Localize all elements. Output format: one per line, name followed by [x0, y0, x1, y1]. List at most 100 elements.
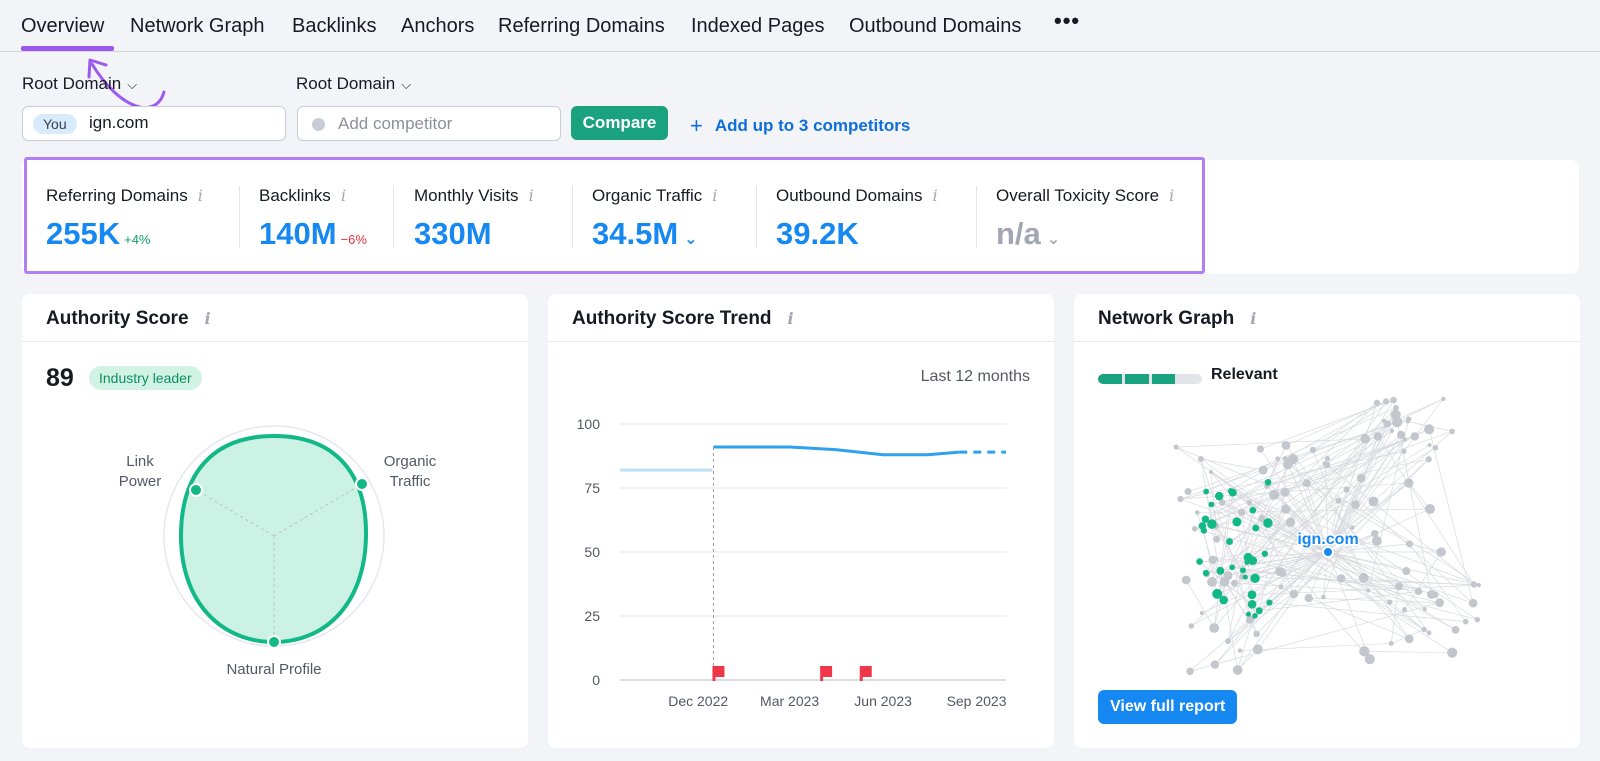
graph-node — [1374, 400, 1380, 406]
axis-label-natural-profile: Natural Profile — [226, 661, 321, 678]
more-tabs-button[interactable]: ••• — [1054, 8, 1080, 34]
authority-trend-card: Authority Score Trend i Last 12 months 0 2… — [548, 294, 1054, 748]
graph-node — [1401, 449, 1406, 454]
graph-node — [1216, 567, 1224, 575]
authority-trend-chart: 0255075100Dec 2022 Mar 2023 Jun 2023 Sep 20… — [548, 394, 1054, 724]
graph-node — [1249, 507, 1256, 514]
graph-node — [1387, 599, 1392, 604]
domain-input[interactable]: You ign.com — [22, 106, 286, 141]
center-node-label: ign.com — [1297, 531, 1358, 548]
graph-node — [1223, 571, 1232, 580]
graph-node — [1248, 590, 1257, 599]
graph-node — [1425, 504, 1435, 514]
graph-node — [1192, 526, 1198, 532]
period-label: Last 12 months — [921, 368, 1030, 386]
graph-node — [1351, 500, 1360, 509]
graph-node — [1305, 594, 1313, 602]
graph-node — [1411, 432, 1419, 440]
network-graph-visual[interactable]: ign.com — [1074, 394, 1580, 694]
relevance-segment — [1125, 374, 1149, 384]
graph-node — [1207, 577, 1217, 587]
title-text: Authority Score — [46, 308, 189, 329]
divider — [1074, 341, 1580, 342]
graph-node — [1343, 486, 1349, 492]
graph-node — [1203, 489, 1209, 495]
graph-node — [1228, 488, 1234, 494]
graph-node — [1390, 429, 1394, 433]
graph-node — [1283, 456, 1288, 461]
graph-node — [1252, 613, 1258, 619]
graph-node — [1374, 432, 1382, 440]
graph-node — [1469, 599, 1478, 608]
chevron-down-icon: ⌵ — [127, 77, 137, 93]
graph-node — [1253, 644, 1263, 654]
info-icon[interactable]: i — [788, 309, 794, 328]
graph-node — [1337, 574, 1346, 583]
graph-node — [1369, 496, 1379, 506]
center-node — [1323, 547, 1333, 557]
graph-node — [1383, 398, 1389, 404]
graph-node — [1280, 488, 1289, 497]
graph-node — [1232, 517, 1241, 526]
tab-indexed-pages[interactable]: Indexed Pages — [691, 15, 824, 38]
event-marker-flag — [860, 666, 872, 681]
graph-node — [1253, 631, 1260, 638]
info-icon[interactable]: i — [1250, 309, 1256, 328]
tab-backlinks[interactable]: Backlinks — [292, 15, 376, 38]
tab-outbound-domains[interactable]: Outbound Domains — [849, 15, 1021, 38]
competitor-input[interactable]: Add competitor — [297, 106, 561, 141]
graph-node — [1262, 551, 1268, 557]
authority-score-card: Authority Score i 89 Industry leader Link… — [22, 294, 528, 748]
relevance-segment — [1098, 374, 1122, 384]
graph-node — [1427, 590, 1436, 599]
radar-point-organic-traffic — [356, 478, 368, 490]
graph-node — [1265, 479, 1272, 486]
add-competitors-link[interactable]: + Add up to 3 competitors — [690, 113, 910, 139]
graph-node — [1211, 660, 1219, 668]
graph-node — [1303, 479, 1311, 487]
graph-node — [1256, 607, 1263, 614]
graph-node — [1229, 565, 1235, 571]
graph-node — [1463, 619, 1469, 625]
graph-node — [1424, 424, 1434, 434]
graph-node — [1196, 558, 1203, 565]
tab-network-graph[interactable]: Network Graph — [130, 15, 265, 38]
tab-referring-domains[interactable]: Referring Domains — [498, 15, 665, 38]
graph-node — [1233, 665, 1243, 675]
tab-overview[interactable]: Overview — [21, 15, 104, 38]
graph-node — [1259, 466, 1268, 475]
tab-anchors[interactable]: Anchors — [401, 15, 474, 38]
compare-button[interactable]: Compare — [571, 106, 668, 140]
graph-node — [1225, 638, 1231, 644]
graph-node — [1238, 509, 1245, 516]
graph-node — [1219, 596, 1228, 605]
graph-node — [1290, 590, 1299, 599]
you-badge: You — [33, 114, 77, 134]
graph-node — [1195, 510, 1200, 515]
metrics-highlight-box — [24, 157, 1205, 274]
graph-node — [1263, 518, 1272, 527]
y-tick-label: 50 — [584, 544, 600, 560]
graph-node — [1395, 582, 1403, 590]
graph-node — [1389, 641, 1394, 646]
industry-leader-badge: Industry leader — [89, 366, 202, 390]
title-text: Authority Score Trend — [572, 308, 772, 329]
competitor-placeholder: Add competitor — [338, 114, 452, 134]
graph-node — [1359, 646, 1369, 656]
graph-node — [1282, 441, 1291, 450]
divider — [22, 341, 528, 342]
graph-node — [1198, 456, 1204, 462]
graph-node — [1286, 518, 1296, 528]
graph-node — [1335, 498, 1341, 504]
graph-node — [1208, 556, 1217, 565]
graph-node — [1415, 588, 1422, 595]
root-domain-dropdown[interactable]: Root Domain ⌵ — [22, 74, 137, 94]
relevance-segment — [1152, 374, 1176, 384]
graph-node — [1275, 456, 1280, 461]
graph-node — [1325, 456, 1330, 461]
graph-node — [1475, 617, 1480, 622]
competitor-root-domain-dropdown[interactable]: Root Domain ⌵ — [296, 74, 411, 94]
info-icon[interactable]: i — [205, 309, 211, 328]
graph-node — [1188, 623, 1194, 629]
view-full-report-button[interactable]: View full report — [1098, 690, 1237, 724]
